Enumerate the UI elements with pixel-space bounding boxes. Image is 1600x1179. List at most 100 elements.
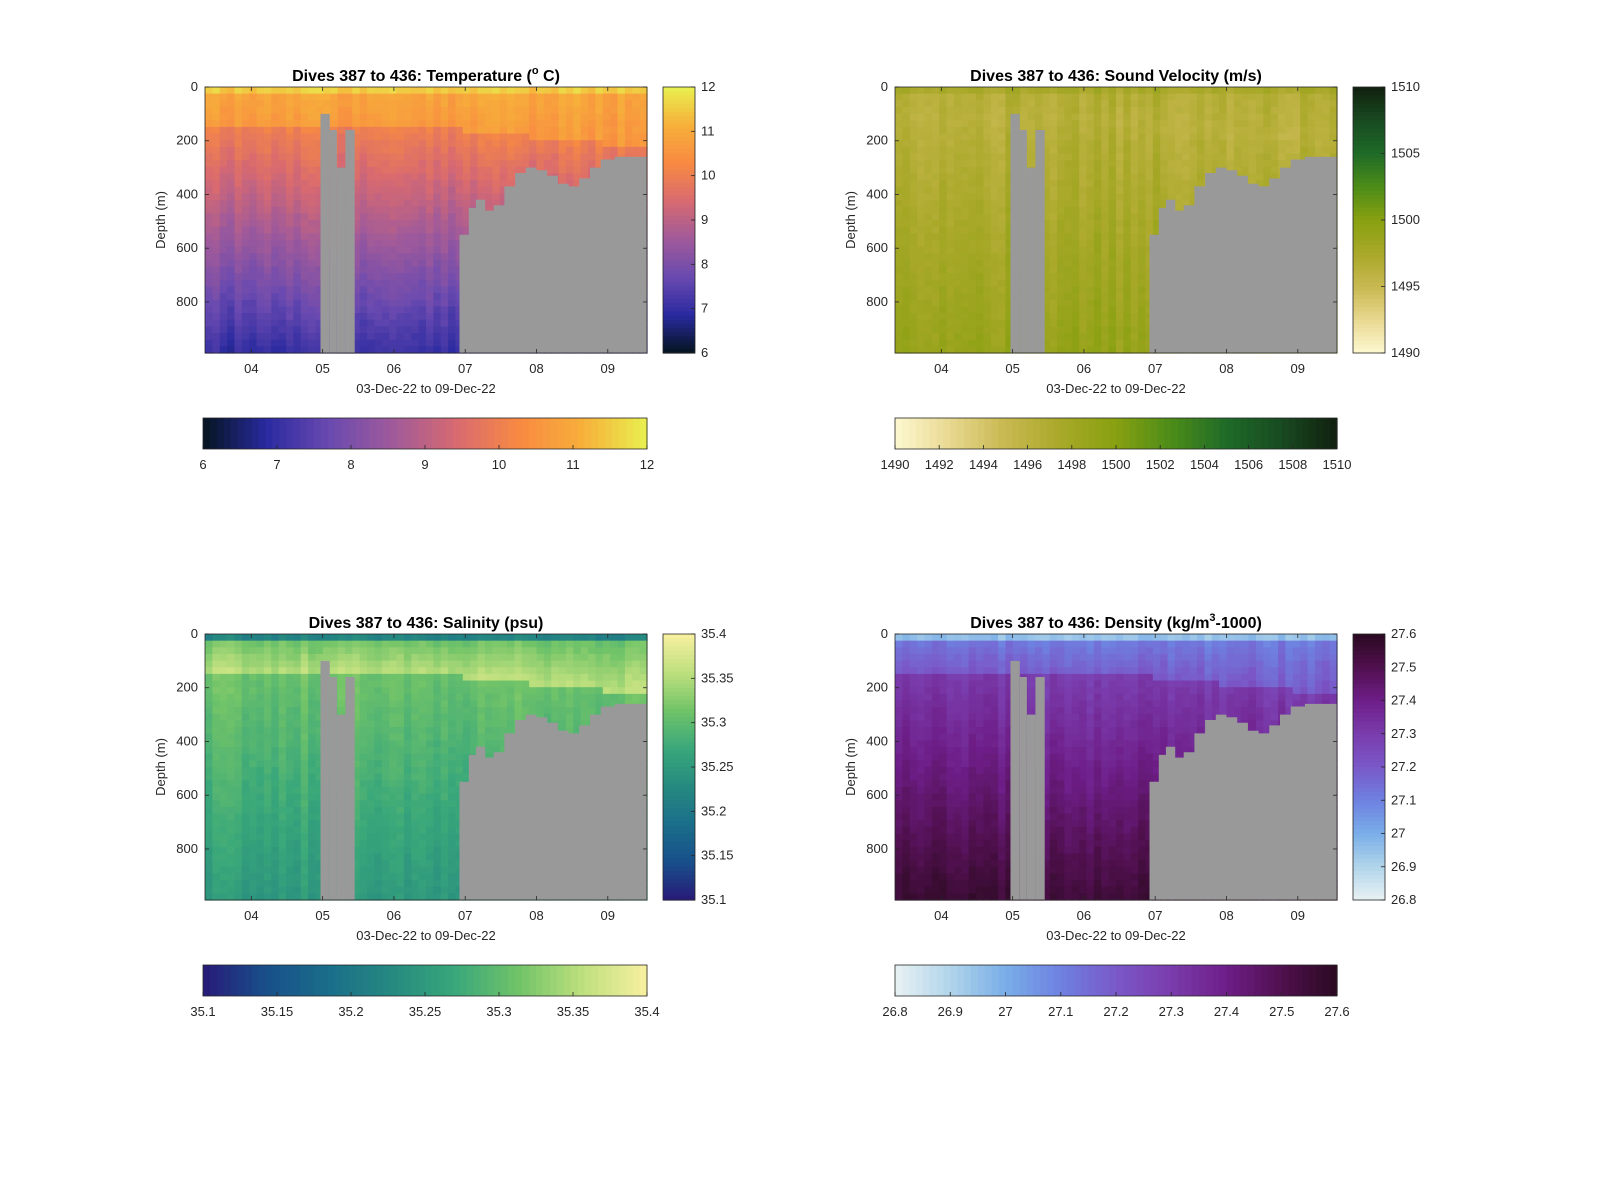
heatmap-cell (976, 153, 984, 161)
heatmap-cell (909, 213, 918, 221)
heatmap-cell (1329, 140, 1338, 148)
heatmap-cell (241, 186, 250, 194)
heatmap-cell (1255, 93, 1264, 101)
heatmap-cell (968, 253, 977, 261)
heatmap-cell (426, 286, 434, 294)
heatmap-cell (1093, 279, 1102, 288)
heatmap-cell (433, 120, 442, 128)
heatmap-cell (1255, 133, 1264, 141)
heatmap-cell (205, 133, 213, 141)
colorbar-swatch (362, 418, 371, 449)
heatmap-cell (300, 266, 309, 274)
heatmap-cell (1079, 113, 1088, 121)
heatmap-cell (205, 226, 213, 234)
heatmap-cell (1042, 93, 1051, 101)
heatmap-cell (448, 140, 457, 148)
heatmap-cell (1093, 160, 1102, 168)
heatmap-cell (1093, 286, 1102, 294)
heatmap-cell (976, 106, 984, 115)
heatmap-cell (256, 306, 265, 314)
heatmap-cell (1108, 200, 1117, 208)
heatmap-cell (1116, 166, 1124, 175)
heatmap-cell (359, 226, 368, 234)
heatmap-cell (448, 220, 457, 228)
heatmap-cell (433, 146, 442, 155)
heatmap-cell (1130, 233, 1139, 241)
heatmap-cell (1108, 160, 1117, 168)
heatmap-cell (1145, 166, 1154, 175)
heatmap-cell (1116, 333, 1124, 341)
heatmap-cell (902, 246, 911, 254)
colorbar-tick-label: 6 (199, 457, 206, 472)
heatmap-cell (632, 126, 641, 135)
heatmap-cell (1049, 239, 1058, 248)
heatmap-cell (1071, 87, 1080, 95)
heatmap-cell (271, 299, 280, 308)
heatmap-cell (961, 299, 970, 308)
heatmap-cell (315, 133, 324, 141)
heatmap-cell (961, 266, 970, 274)
heatmap-cell (396, 193, 405, 201)
heatmap-cell (263, 173, 272, 181)
heatmap-cell (953, 346, 962, 354)
heatmap-cell (1123, 346, 1132, 354)
heatmap-cell (902, 206, 911, 214)
heatmap-cell (433, 133, 442, 141)
heatmap-cell (293, 233, 302, 241)
heatmap-cell (205, 306, 213, 314)
heatmap-cell (924, 293, 933, 301)
heatmap-cell (998, 246, 1007, 254)
heatmap-cell (1263, 173, 1272, 181)
heatmap-cell (411, 186, 420, 194)
heatmap-cell (234, 106, 243, 115)
heatmap-cell (931, 140, 940, 148)
heatmap-cell (909, 200, 918, 208)
heatmap-cell (998, 87, 1007, 95)
heatmap-cell (389, 133, 398, 141)
heatmap-cell (624, 146, 633, 155)
heatmap-cell (1064, 146, 1073, 155)
heatmap-cell (448, 153, 457, 161)
heatmap-cell (902, 273, 911, 281)
heatmap-cell (256, 160, 265, 168)
heatmap-cell (492, 153, 501, 161)
heatmap-cell (1123, 113, 1132, 121)
heatmap-cell (389, 253, 398, 261)
heatmap-cell (983, 186, 992, 194)
heatmap-cell (263, 259, 272, 268)
heatmap-cell (249, 293, 258, 301)
heatmap-cell (595, 87, 604, 95)
heatmap-cell (1093, 93, 1102, 101)
heatmap-cell (227, 213, 236, 221)
heatmap-cell (455, 200, 464, 208)
heatmap-cell (241, 87, 250, 95)
heatmap-cell (403, 100, 412, 108)
heatmap-cell (1160, 100, 1169, 108)
heatmap-cell (381, 93, 390, 101)
heatmap-cell (249, 200, 258, 208)
heatmap-cell (1263, 126, 1272, 135)
heatmap-cell (396, 87, 405, 95)
heatmap-cell (440, 326, 449, 334)
heatmap-cell (499, 126, 508, 135)
heatmap-cell (990, 193, 999, 201)
colorbar-swatch (314, 418, 322, 449)
heatmap-cell (359, 113, 368, 121)
heatmap-cell (1189, 140, 1198, 148)
heatmap-cell (426, 186, 434, 194)
heatmap-cell (396, 233, 405, 241)
heatmap-cell (909, 100, 918, 108)
heatmap-cell (315, 266, 324, 274)
heatmap-cell (1138, 100, 1147, 108)
heatmap-cell (983, 200, 992, 208)
heatmap-cell (983, 133, 992, 141)
heatmap-cell (359, 93, 368, 101)
heatmap-cell (433, 259, 442, 268)
heatmap-cell (1145, 113, 1154, 121)
heatmap-cell (448, 206, 457, 214)
heatmap-cell (234, 87, 243, 95)
heatmap-cell (521, 153, 530, 161)
heatmap-cell (917, 173, 926, 181)
heatmap-cell (315, 206, 324, 214)
heatmap-cell (499, 160, 508, 168)
